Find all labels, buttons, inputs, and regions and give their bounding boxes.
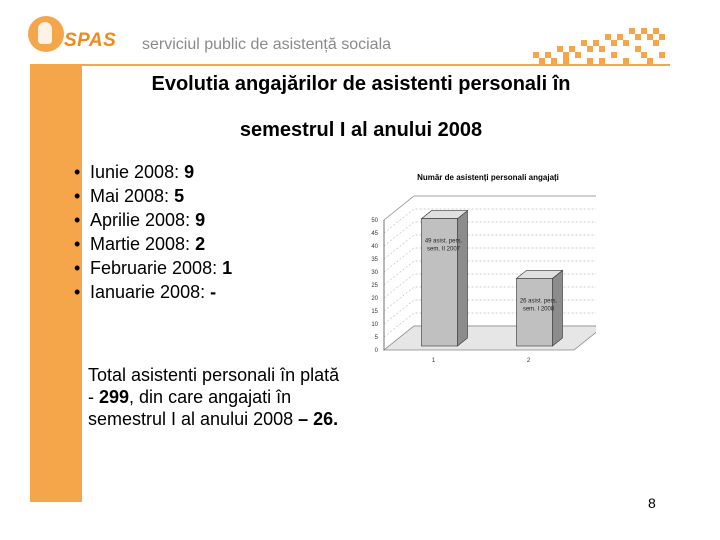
y-tick-label: 20 xyxy=(371,296,378,302)
chart-title: Număr de asistenți personali angajați xyxy=(417,173,559,182)
bullet-icon: • xyxy=(74,282,81,302)
bar xyxy=(516,278,553,347)
list-item: • Februarie 2008: 1 xyxy=(74,258,233,278)
chart-gridline xyxy=(383,208,596,234)
chart-gridline xyxy=(383,234,596,260)
y-tick-label: 5 xyxy=(375,335,379,341)
header-divider xyxy=(30,64,670,66)
x-tick-label: 2 xyxy=(527,358,531,364)
chart-gridline xyxy=(383,195,596,221)
bullet-icon: • xyxy=(74,162,81,182)
y-tick-label: 25 xyxy=(371,283,378,289)
y-tick-label: 35 xyxy=(371,257,378,263)
bullet-icon: • xyxy=(74,234,81,254)
bar-data-label: 49 asist. pers. sem. II 2007 xyxy=(425,239,463,253)
hires-bar-chart: Număr de asistenți personali angajați 0 5 1… xyxy=(371,173,596,364)
chart-floor xyxy=(382,325,596,351)
monthly-hires-list: • Iunie 2008: 9 • Mai 2008: 5 • Aprilie 200… xyxy=(74,160,232,304)
chart-gridline xyxy=(383,247,596,273)
checker-pattern-decoration xyxy=(533,28,665,64)
y-tick-label: 0 xyxy=(375,348,379,354)
list-item: • Ianuarie 2008: - xyxy=(74,282,217,302)
spas-logo: SPAS serviciul public de asistență socia… xyxy=(28,14,391,60)
y-tick-label: 30 xyxy=(371,270,378,276)
logo-text: SPAS xyxy=(64,30,117,51)
y-tick-label: 15 xyxy=(371,309,378,315)
y-tick-label: 40 xyxy=(371,244,378,250)
y-tick-label: 45 xyxy=(371,231,378,237)
total-summary: Total asistenti personali în plată - 299… xyxy=(88,365,340,429)
page-number: 8 xyxy=(648,495,656,511)
bar xyxy=(421,218,458,347)
y-tick-label: 10 xyxy=(371,322,378,328)
slide-title-line-2: semestrul I al anului 2008 xyxy=(239,119,483,141)
bullet-icon: • xyxy=(74,258,81,278)
slide-title-line-1: Evolutia angajărilor de asistenti person… xyxy=(151,73,571,95)
bar-side xyxy=(457,209,468,347)
bullet-icon: • xyxy=(74,186,81,206)
list-item: • Mai 2008: 5 xyxy=(74,186,185,206)
list-item: • Iunie 2008: 9 xyxy=(74,162,195,182)
sidebar-accent-bar xyxy=(30,66,82,502)
y-tick-label: 50 xyxy=(371,218,378,224)
bar-data-label: 26 asist. pers. sem. I 2008 xyxy=(520,298,558,312)
x-tick-label: 1 xyxy=(432,358,436,364)
list-item: • Martie 2008: 2 xyxy=(74,234,206,254)
bullet-icon: • xyxy=(74,210,81,230)
organization-name: serviciul public de asistență sociala xyxy=(142,36,392,53)
logo-person-icon xyxy=(28,16,64,52)
chart-gridline xyxy=(383,260,596,286)
chart-gridline xyxy=(383,221,596,247)
list-item: • Aprilie 2008: 9 xyxy=(74,210,206,230)
